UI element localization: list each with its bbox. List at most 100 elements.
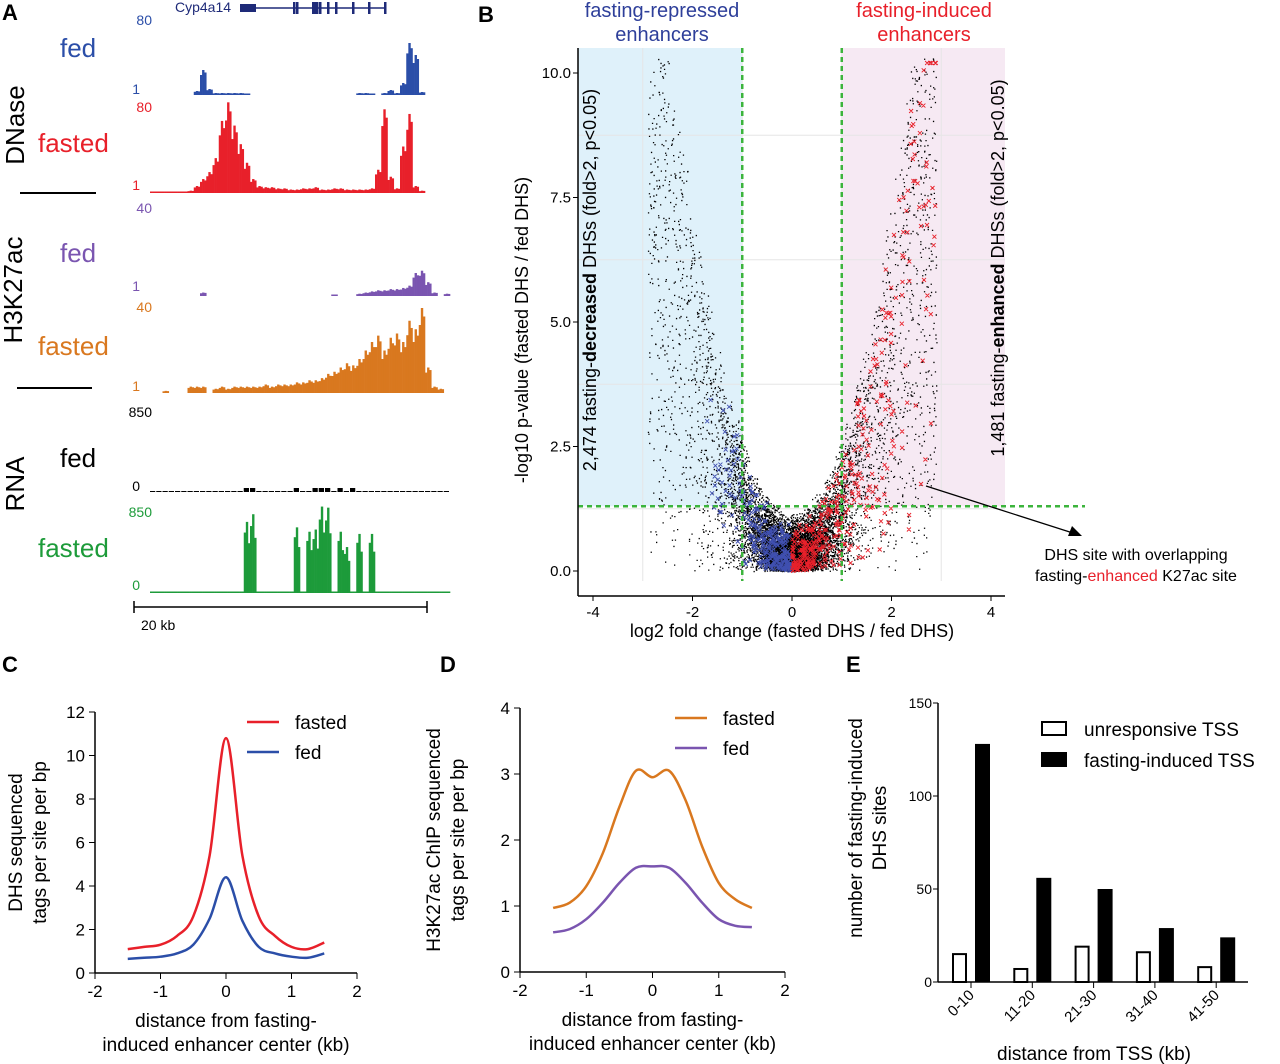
legend-label: fed bbox=[723, 739, 749, 760]
signal-bin bbox=[239, 93, 242, 95]
signal-bin bbox=[195, 591, 199, 593]
signal-bin bbox=[225, 120, 228, 193]
signal-bin bbox=[250, 181, 253, 193]
signal-bin bbox=[387, 591, 390, 593]
signal-bin bbox=[316, 381, 320, 393]
signal-bin bbox=[325, 520, 328, 593]
signal-bin bbox=[225, 93, 228, 95]
signal-bin bbox=[375, 174, 378, 193]
series-line-fasted bbox=[552, 768, 753, 910]
tick-label: 4 bbox=[987, 604, 995, 621]
signal-bin bbox=[397, 93, 401, 95]
gene-exon bbox=[335, 2, 338, 14]
signal-bin bbox=[291, 591, 295, 593]
signal-bin bbox=[222, 591, 226, 593]
signal-bin bbox=[366, 591, 370, 593]
tick-label: -1 bbox=[153, 982, 168, 1001]
track-min-label: 1 bbox=[132, 378, 140, 394]
scale-bar-label: 20 kb bbox=[141, 617, 175, 633]
tick-label: -1 bbox=[579, 981, 594, 1000]
series-line-fed bbox=[552, 864, 752, 934]
signal-bin bbox=[316, 187, 320, 193]
signal-bin bbox=[241, 149, 245, 193]
signal-bin bbox=[243, 387, 247, 393]
signal-bin bbox=[435, 591, 438, 593]
signal-bin bbox=[406, 591, 409, 593]
h3k27ac-profile-chart: -2 -1 0 1 2 0 1 2 3 4 fasted fed distance from fasti… bbox=[424, 699, 790, 1055]
signal-bin bbox=[222, 128, 226, 193]
signal-bin bbox=[220, 386, 224, 393]
signal-bin bbox=[354, 591, 357, 593]
y-axis-label: tags per site per bp bbox=[30, 761, 51, 924]
tick-label: 10 bbox=[66, 747, 85, 766]
enhanced-count-label: 1,481 fasting-enhanced DHSs (fold>2, p<0… bbox=[988, 79, 1008, 456]
signal-bin bbox=[439, 388, 442, 393]
tick-label: 0.0 bbox=[550, 563, 571, 580]
signal-bin bbox=[306, 491, 312, 492]
signal-bin bbox=[227, 93, 230, 95]
signal-bin bbox=[189, 591, 192, 593]
signal-bin bbox=[370, 342, 374, 393]
signal-bin bbox=[258, 386, 261, 393]
track-label: fed bbox=[60, 238, 96, 268]
signal-bin bbox=[410, 327, 413, 393]
signal-bin bbox=[166, 391, 170, 393]
signal-bin bbox=[406, 491, 412, 492]
signal-bin bbox=[208, 89, 211, 95]
signal-bin bbox=[277, 591, 280, 593]
series-line-fed bbox=[127, 876, 325, 961]
signal-bin bbox=[229, 93, 232, 95]
repressed-title: enhancers bbox=[615, 24, 708, 46]
signal-bin bbox=[293, 537, 297, 593]
signal-bin bbox=[262, 591, 265, 593]
signal-bin bbox=[400, 85, 403, 95]
signal-bin bbox=[400, 352, 403, 393]
signal-bin bbox=[362, 591, 365, 593]
signal-bin bbox=[243, 93, 247, 95]
signal-bin bbox=[279, 385, 282, 393]
signal-bin bbox=[191, 190, 195, 193]
signal-bin bbox=[343, 491, 349, 492]
signal-bin bbox=[379, 341, 382, 393]
signal-bin bbox=[329, 189, 332, 193]
signal-bin bbox=[356, 542, 359, 593]
signal-bin bbox=[156, 191, 159, 193]
signal-bin bbox=[322, 189, 326, 193]
signal-bin bbox=[231, 139, 234, 193]
signal-bin bbox=[270, 386, 274, 393]
signal-bin bbox=[335, 373, 338, 393]
track-dnase-fasted: fasted 80 1 bbox=[38, 99, 426, 193]
tick-label: 0 bbox=[76, 964, 85, 983]
signal-bin bbox=[425, 284, 428, 296]
signal-bin bbox=[329, 533, 332, 593]
track-label: fasted bbox=[38, 331, 109, 361]
signal-bin bbox=[191, 387, 195, 393]
signal-bin bbox=[285, 188, 288, 193]
signal-bin bbox=[235, 387, 238, 393]
signal-bin bbox=[431, 591, 434, 593]
induced-region-shade bbox=[841, 48, 1005, 507]
signal-bin bbox=[285, 385, 288, 393]
signal-bin bbox=[239, 386, 242, 393]
signal-bin bbox=[408, 285, 411, 296]
signal-bin bbox=[445, 293, 449, 296]
gene-exon bbox=[293, 2, 296, 14]
signal-bin bbox=[266, 385, 270, 393]
signal-bin bbox=[320, 378, 324, 393]
signal-bin bbox=[170, 191, 174, 193]
signal-bin bbox=[331, 376, 334, 393]
signal-bin bbox=[422, 591, 426, 593]
signal-bin bbox=[241, 591, 245, 593]
scatter-points bbox=[647, 58, 939, 574]
signal-bin bbox=[256, 387, 259, 393]
tick-label: 2 bbox=[780, 981, 789, 1000]
signal-bin bbox=[247, 165, 251, 193]
gene-label: Cyp4a14 bbox=[175, 0, 231, 15]
signal-bin bbox=[160, 191, 163, 193]
signal-bin bbox=[175, 591, 178, 593]
signal-bin bbox=[200, 591, 203, 593]
signal-bin bbox=[210, 174, 213, 193]
signal-bin bbox=[375, 291, 378, 296]
signal-bin bbox=[339, 188, 342, 193]
signal-bin bbox=[214, 93, 217, 95]
